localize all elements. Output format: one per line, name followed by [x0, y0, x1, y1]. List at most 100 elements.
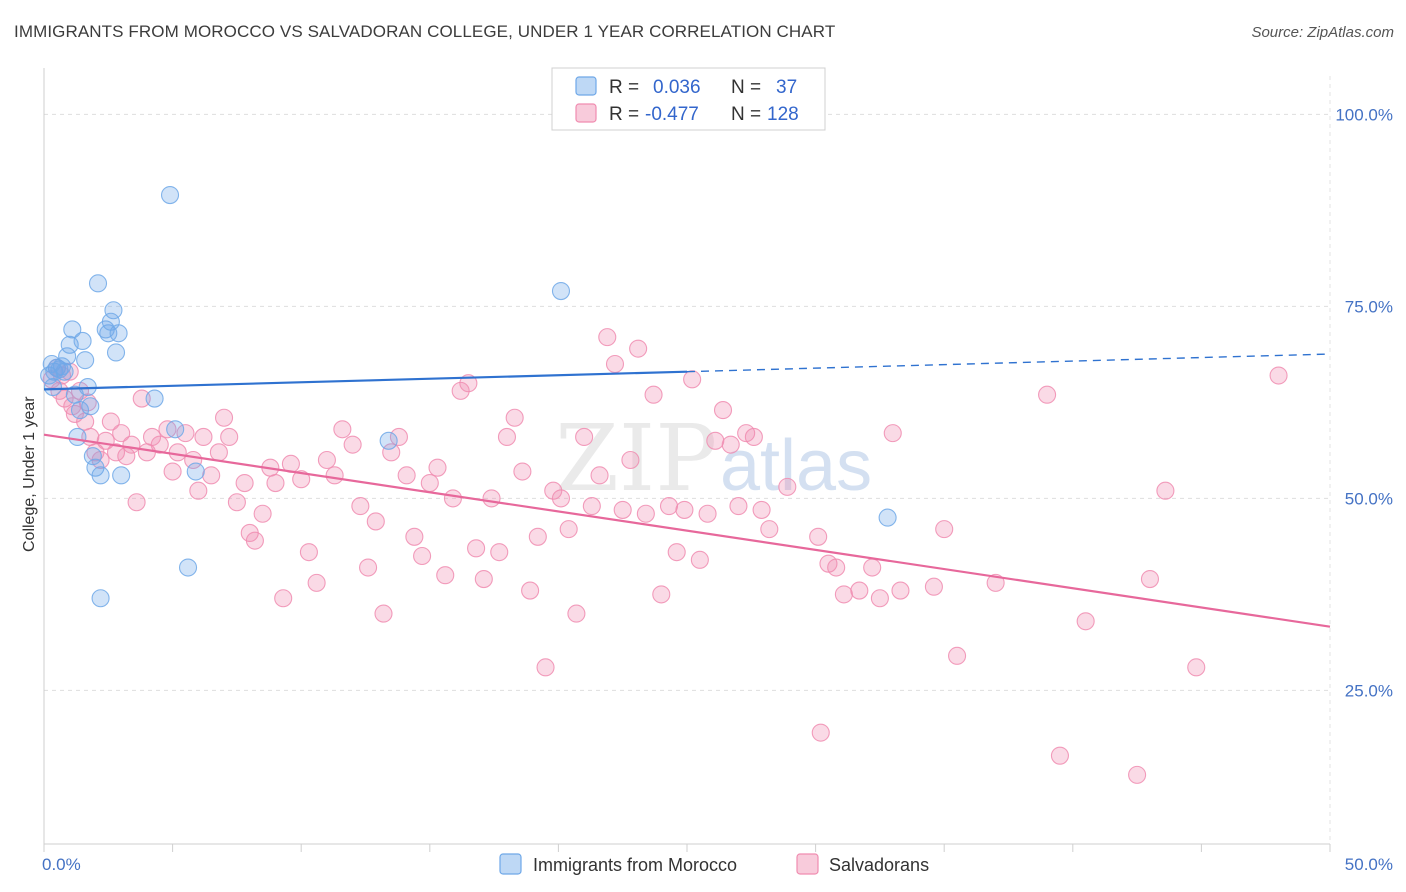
- point-salvadorans: [744, 427, 763, 447]
- point-salvadorans: [598, 328, 617, 347]
- series-legend-swatch-salvadorans: [796, 853, 819, 875]
- trend-line-salvadorans: [43, 433, 1331, 628]
- series-legend: Immigrants from Morocco Salvadorans: [499, 853, 929, 875]
- trend-lines: [43, 353, 1331, 628]
- point-morocco: [68, 427, 87, 447]
- point-morocco: [81, 397, 100, 416]
- point-salvadorans: [163, 462, 182, 481]
- point-salvadorans: [366, 512, 385, 531]
- point-morocco: [40, 366, 59, 385]
- point-salvadorans: [809, 527, 828, 546]
- legend-n-value-salvadorans: 128: [767, 104, 799, 125]
- point-salvadorans: [194, 427, 213, 447]
- point-salvadorans: [382, 443, 401, 462]
- point-salvadorans: [567, 604, 586, 623]
- point-salvadorans: [127, 493, 146, 512]
- x-tick-label-max: 50.0%: [1345, 855, 1393, 874]
- point-salvadorans: [482, 489, 501, 508]
- point-morocco: [73, 331, 92, 351]
- point-salvadorans: [986, 573, 1005, 592]
- point-salvadorans: [325, 466, 344, 485]
- point-salvadorans: [834, 585, 853, 604]
- point-morocco: [104, 301, 123, 320]
- legend-swatch-salvadorans: [575, 103, 597, 123]
- point-salvadorans: [467, 539, 486, 558]
- legend-r-value-salvadorans: -0.477: [645, 104, 699, 125]
- series-legend-swatch-morocco: [499, 853, 522, 875]
- point-salvadorans: [811, 723, 830, 742]
- point-salvadorans: [55, 389, 74, 408]
- point-salvadorans: [307, 573, 326, 592]
- y-tick-label: 100.0%: [1335, 105, 1393, 124]
- point-salvadorans: [1140, 569, 1160, 589]
- point-salvadorans: [513, 462, 532, 481]
- point-salvadorans: [521, 581, 540, 600]
- point-salvadorans: [683, 370, 702, 389]
- axes: [43, 68, 1331, 852]
- point-salvadorans: [698, 504, 717, 523]
- point-salvadorans: [605, 354, 625, 374]
- point-salvadorans: [863, 558, 882, 577]
- point-salvadorans: [752, 500, 771, 519]
- point-salvadorans: [405, 527, 424, 546]
- point-salvadorans: [575, 427, 594, 447]
- point-salvadorans: [721, 435, 740, 454]
- point-morocco: [76, 351, 95, 370]
- series-legend-morocco: Immigrants from Morocco: [533, 855, 737, 875]
- point-salvadorans: [629, 339, 648, 358]
- y-tick-label: 75.0%: [1345, 297, 1393, 316]
- point-morocco: [70, 401, 90, 420]
- point-salvadorans: [132, 389, 151, 408]
- point-morocco: [186, 462, 205, 481]
- point-morocco: [43, 377, 63, 397]
- point-salvadorans: [659, 497, 679, 516]
- point-salvadorans: [112, 424, 131, 443]
- point-morocco: [83, 447, 102, 466]
- point-morocco: [112, 466, 131, 485]
- point-morocco: [878, 508, 897, 527]
- point-salvadorans: [1050, 746, 1069, 765]
- point-salvadorans: [497, 427, 517, 447]
- point-morocco: [63, 320, 82, 339]
- point-morocco: [109, 324, 128, 343]
- legend-n-value-morocco: 37: [776, 77, 797, 98]
- point-morocco: [91, 589, 110, 608]
- y-axis-label: College, Under 1 year: [21, 396, 38, 552]
- point-salvadorans: [621, 450, 640, 470]
- legend-r-label-morocco: R =: [609, 77, 639, 98]
- legend-n-label-salvadorans: N =: [731, 104, 761, 125]
- x-tick-labels: 0.0% 50.0%: [42, 855, 1393, 874]
- point-salvadorans: [189, 481, 208, 500]
- point-morocco: [178, 558, 198, 577]
- point-salvadorans: [559, 520, 578, 539]
- point-salvadorans: [551, 489, 571, 508]
- point-salvadorans: [644, 385, 663, 404]
- point-salvadorans: [667, 543, 686, 562]
- point-salvadorans: [292, 470, 311, 489]
- point-salvadorans: [202, 466, 221, 485]
- point-salvadorans: [935, 520, 954, 539]
- point-morocco: [58, 347, 77, 366]
- point-morocco: [551, 281, 571, 301]
- point-salvadorans: [168, 443, 187, 462]
- point-salvadorans: [274, 589, 293, 608]
- point-salvadorans: [142, 427, 162, 447]
- legend-n-label-morocco: N =: [731, 77, 761, 98]
- point-salvadorans: [333, 420, 352, 439]
- point-morocco: [160, 185, 180, 205]
- point-salvadorans: [883, 424, 902, 443]
- point-salvadorans: [150, 435, 169, 454]
- point-salvadorans: [891, 581, 910, 600]
- point-salvadorans: [317, 450, 336, 470]
- watermark: ZIP atlas: [555, 405, 872, 512]
- point-salvadorans: [245, 531, 264, 550]
- point-salvadorans: [359, 558, 378, 577]
- point-salvadorans: [420, 473, 439, 493]
- point-salvadorans: [214, 408, 234, 427]
- legend-r-value-morocco: 0.036: [653, 77, 701, 98]
- legend-swatch-morocco: [575, 76, 597, 96]
- x-tick-label-min: 0.0%: [42, 855, 81, 874]
- source-label: Source: ZipAtlas.com: [1251, 24, 1394, 41]
- point-morocco: [145, 389, 164, 408]
